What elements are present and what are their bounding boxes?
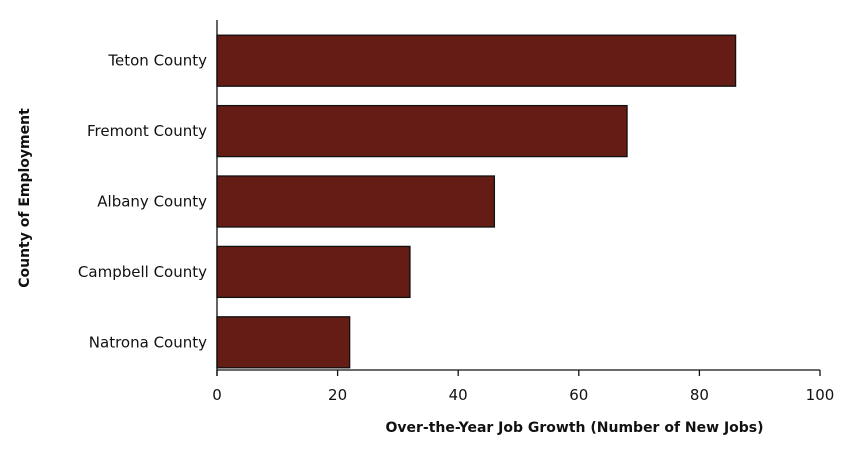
bar-campbell-county	[216, 245, 411, 299]
bar-natrona-county	[216, 316, 351, 369]
category-label: Campbell County	[78, 263, 207, 281]
x-tick-label: 60	[569, 386, 588, 404]
x-tick-label: 0	[212, 386, 222, 404]
x-tick-label: 40	[449, 386, 468, 404]
bar-albany-county	[216, 175, 496, 228]
y-axis-title: County of Employment	[17, 108, 33, 288]
bar-fremont-county	[216, 104, 628, 158]
category-label: Albany County	[97, 193, 207, 211]
x-tick-label: 100	[806, 386, 835, 404]
bar-teton-county	[216, 34, 737, 87]
category-label: Fremont County	[87, 122, 207, 140]
category-label: Teton County	[107, 52, 207, 70]
x-axis-title: Over-the-Year Job Growth (Number of New …	[385, 420, 763, 436]
category-labels-group: Teton County Fremont County Albany County C…	[78, 52, 207, 352]
x-axis-ticks-group: 0 20 40 60 80 100	[212, 370, 834, 404]
x-tick-label: 80	[690, 386, 709, 404]
bars-group	[216, 34, 737, 369]
category-label: Natrona County	[89, 333, 207, 351]
x-tick-label: 20	[328, 386, 347, 404]
